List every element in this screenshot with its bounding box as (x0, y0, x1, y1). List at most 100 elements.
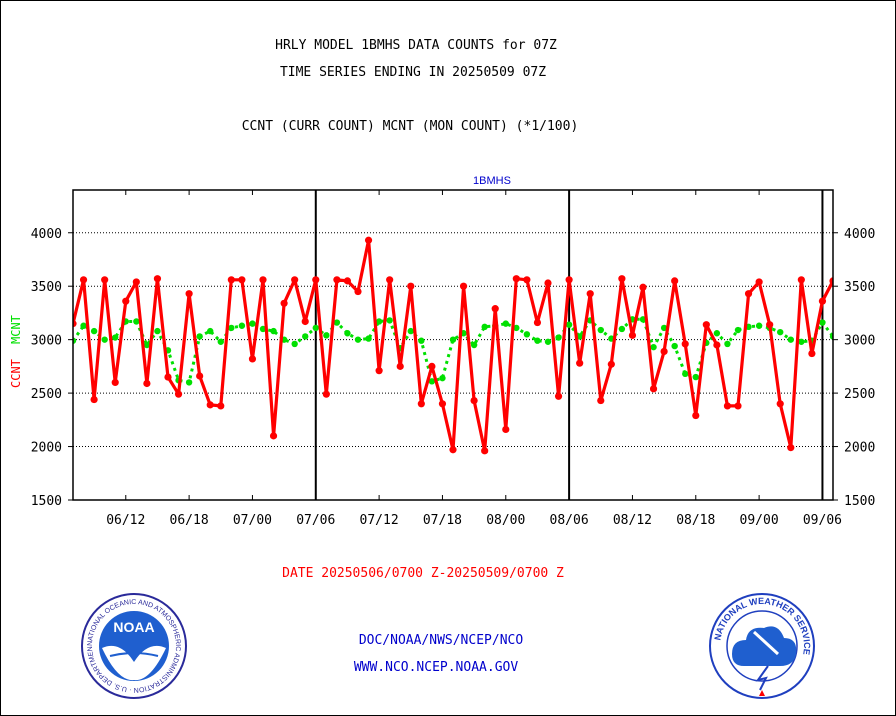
data-point-ccnt (343, 277, 352, 285)
x-tick-label: 06/12 (106, 513, 145, 528)
data-point-mcnt (270, 327, 277, 335)
data-point-ccnt (111, 378, 119, 387)
x-tick-label: 09/06 (803, 513, 842, 528)
data-point-mcnt (660, 324, 668, 332)
data-point-mcnt (101, 336, 108, 343)
data-point-mcnt (217, 338, 224, 345)
data-point-ccnt (565, 276, 573, 284)
data-point-ccnt (459, 282, 468, 290)
y-axis-label-mcnt: MCNT (9, 315, 23, 344)
plot-area-border (72, 189, 834, 501)
y-tick-label-right: 3000 (844, 334, 875, 349)
data-point-mcnt (302, 333, 309, 340)
data-point-ccnt (122, 297, 130, 305)
data-point-ccnt (502, 425, 510, 434)
data-point-mcnt (555, 334, 562, 341)
data-point-ccnt (818, 297, 827, 305)
data-point-ccnt (90, 395, 98, 404)
data-point-ccnt (734, 402, 742, 410)
data-point-mcnt (682, 370, 689, 378)
data-point-ccnt (79, 276, 88, 284)
data-point-ccnt (776, 400, 784, 408)
data-point-ccnt (576, 359, 584, 367)
data-point-ccnt (639, 283, 647, 291)
data-point-mcnt (787, 336, 794, 343)
data-point-mcnt (196, 333, 203, 340)
data-point-ccnt (755, 278, 763, 286)
data-point-ccnt (101, 276, 109, 284)
data-point-ccnt (671, 277, 679, 285)
footer-date-range: DATE 20250506/0700 Z-20250509/0700 Z (282, 566, 564, 581)
data-point-ccnt (660, 347, 668, 356)
data-point-mcnt (323, 332, 330, 339)
data-point-mcnt (513, 324, 520, 332)
data-point-ccnt (217, 402, 225, 410)
x-tick-label: 07/00 (233, 513, 272, 528)
data-point-ccnt (291, 276, 299, 284)
data-point-mcnt (829, 333, 833, 340)
data-point-mcnt (734, 326, 742, 334)
data-point-ccnt (470, 396, 478, 405)
data-point-ccnt (322, 390, 330, 398)
y-tick-label-right: 3500 (844, 280, 875, 295)
data-point-ccnt (174, 390, 183, 398)
axis-labels: 1500 1500 2000 2000 2500 2500 3000 3000 3500 3500… (9, 175, 875, 528)
data-point-ccnt (512, 275, 520, 283)
data-point-ccnt (797, 276, 805, 284)
noaa-logo-icon: NOAA NATIONAL OCEANIC AND ATMOSPHERIC AD… (80, 592, 187, 699)
data-point-mcnt (259, 325, 267, 333)
y-tick-label-right: 4000 (844, 227, 875, 242)
x-tick-label: 07/12 (360, 513, 399, 528)
series-layer (73, 236, 833, 455)
data-point-mcnt (523, 331, 531, 338)
data-point-mcnt (354, 336, 362, 343)
y-tick-label-left: 4000 (31, 227, 62, 242)
y-tick-label-left: 3500 (31, 280, 62, 295)
data-point-ccnt (586, 290, 594, 298)
data-point-mcnt (470, 341, 478, 349)
y-tick-label-left: 2500 (31, 387, 62, 402)
y-axis-label-ccnt: CCNT (9, 359, 23, 388)
data-point-ccnt (417, 400, 425, 408)
x-tick-label: 07/18 (423, 513, 462, 528)
data-point-ccnt (618, 275, 626, 283)
y-tick-label-right: 2500 (844, 387, 875, 402)
data-point-ccnt (607, 360, 615, 368)
data-point-ccnt (73, 320, 77, 328)
data-point-mcnt (650, 343, 657, 351)
data-point-mcnt (375, 318, 383, 325)
data-point-ccnt (491, 305, 499, 313)
data-point-ccnt (723, 402, 732, 410)
x-tick-label: 06/18 (170, 513, 209, 528)
chart-title-line2: TIME SERIES ENDING IN 20250509 07Z (279, 65, 547, 80)
data-point-mcnt (502, 320, 509, 327)
gridlines (68, 190, 838, 501)
data-point-mcnt (724, 340, 731, 348)
data-point-ccnt (597, 396, 605, 405)
data-point-ccnt (280, 299, 288, 307)
data-point-ccnt (312, 276, 320, 284)
data-point-mcnt (312, 324, 319, 332)
data-point-ccnt (681, 340, 689, 348)
data-point-ccnt (238, 276, 246, 284)
x-tick-label: 07/06 (296, 513, 335, 528)
y-tick-label-right: 1500 (844, 494, 875, 509)
data-point-mcnt (112, 334, 119, 341)
data-point-ccnt (206, 401, 214, 409)
data-point-mcnt (407, 327, 414, 335)
noaa-logo-text: NOAA (113, 619, 154, 635)
data-point-mcnt (365, 335, 372, 342)
data-point-ccnt (554, 392, 563, 400)
data-point-ccnt (375, 367, 383, 375)
series-ccnt (73, 236, 833, 455)
data-point-ccnt (301, 317, 309, 326)
data-point-ccnt (744, 290, 753, 298)
data-point-ccnt (481, 447, 489, 455)
footer-org: DOC/NOAA/NWS/NCEP/NCO (358, 633, 524, 648)
data-point-mcnt (154, 327, 161, 335)
data-point-mcnt (597, 326, 604, 334)
data-point-mcnt (692, 373, 699, 381)
data-point-ccnt (407, 282, 415, 290)
data-point-mcnt (143, 341, 151, 349)
data-point-ccnt (808, 349, 816, 358)
